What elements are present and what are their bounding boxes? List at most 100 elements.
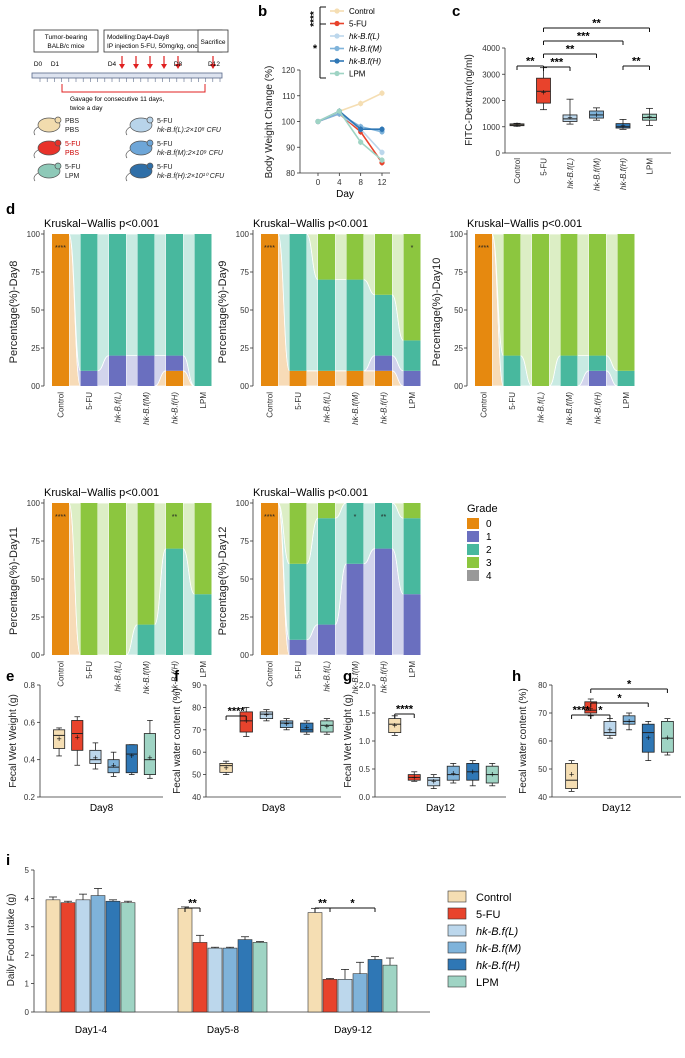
- alluvial-flow: [277, 233, 290, 372]
- significance-mark: ****: [478, 245, 489, 252]
- alluvial-flow: [605, 233, 618, 372]
- legend-title: Grade: [467, 503, 498, 515]
- stacked-bar-segment: [109, 234, 126, 356]
- y-tick-label: 4: [25, 894, 30, 903]
- x-tick-label: 5-FU: [85, 661, 94, 679]
- y-tick-label: 100: [27, 499, 41, 508]
- mouse-icon: [129, 140, 153, 156]
- y-tick-label: 120: [282, 66, 296, 75]
- y-tick-label: 00: [240, 651, 249, 660]
- sig-label: **: [526, 56, 535, 68]
- stacked-bar-segment: [166, 548, 183, 655]
- x-tick-label: Day1-4: [75, 1025, 108, 1036]
- y-tick-label: 0.2: [24, 793, 36, 802]
- stacked-bar-segment: [80, 234, 98, 371]
- box-mean-marker: +: [665, 733, 670, 743]
- y-tick-label: 2.0: [359, 681, 371, 690]
- y-axis-label: Percentage(%)-Day10: [431, 258, 443, 367]
- legend-label: hk-B.f(M): [476, 943, 522, 955]
- box-mean-marker: +: [567, 113, 572, 123]
- stacked-bar-segment: [617, 234, 635, 371]
- legend-line1: PBS: [65, 118, 79, 125]
- legend-marker: [334, 20, 340, 27]
- tumor-box: [33, 29, 99, 53]
- stacked-bar-segment: [375, 234, 392, 295]
- y-tick-label: 1.5: [359, 709, 371, 718]
- x-axis-label: Day: [336, 189, 354, 200]
- box: [53, 729, 66, 749]
- box: [661, 721, 674, 753]
- stacked-bar-segment: [617, 370, 635, 386]
- x-tick-label: LPM: [199, 661, 208, 678]
- alluvial-flow: [125, 233, 138, 356]
- y-tick-label: 50: [454, 306, 463, 315]
- stacked-bar-segment: [166, 234, 183, 356]
- panel-label: b: [258, 3, 267, 20]
- legend-swatch: [447, 907, 467, 920]
- stacked-bar-segment: [52, 503, 69, 655]
- mouse-tail-icon: [125, 172, 131, 182]
- y-axis-label: Fecal Wet Weight (g): [343, 694, 354, 788]
- x-tick-label: LPM: [646, 158, 655, 175]
- legend-label: Control: [476, 892, 511, 904]
- gavage-text: twice a day: [70, 105, 103, 112]
- box-mean-marker: +: [223, 763, 228, 773]
- stacked-bar-segment: [261, 503, 278, 655]
- y-tick-label: 50: [31, 306, 40, 315]
- stacked-bar-segment: [289, 370, 307, 386]
- legend-swatch: [447, 958, 467, 971]
- y-tick-label: 90: [192, 681, 201, 690]
- bar: [192, 942, 208, 1013]
- y-axis-label: Fecal water content (%): [172, 688, 183, 794]
- box: [219, 763, 233, 773]
- y-tick-label: 60: [538, 737, 547, 746]
- box-mean-marker: +: [620, 121, 625, 131]
- significance-mark: **: [172, 514, 178, 521]
- box: [615, 123, 631, 129]
- sig-label: *: [627, 679, 632, 691]
- y-tick-label: 0.4: [24, 756, 36, 765]
- alluvial-flow: [363, 370, 376, 387]
- y-tick-label: 75: [31, 268, 40, 277]
- stacked-bar-segment: [80, 503, 98, 655]
- bar: [45, 899, 61, 1013]
- significance-mark: ****: [264, 514, 275, 521]
- legend-label: 5-FU: [349, 20, 367, 29]
- box-text: Tumor-bearing: [45, 34, 88, 41]
- significance-mark: *: [354, 514, 357, 521]
- stacked-bar-segment: [289, 503, 307, 564]
- y-tick-label: 50: [192, 771, 201, 780]
- mouse-ear-icon: [54, 116, 62, 124]
- y-tick-label: 40: [538, 793, 547, 802]
- y-tick-label: 2000: [482, 97, 500, 106]
- injection-arrow-head: [161, 64, 167, 69]
- x-tick-label: 5-FU: [508, 392, 517, 410]
- subplot-title: Kruskal−Wallis p<0.001: [44, 487, 159, 499]
- stacked-bar-segment: [194, 234, 212, 386]
- y-tick-label: 00: [31, 382, 40, 391]
- legend-swatch: [467, 518, 479, 529]
- panel-label: c: [452, 3, 460, 20]
- y-tick-label: 25: [240, 613, 249, 622]
- timeline-day: D8: [174, 61, 183, 68]
- sig-label: ***: [550, 57, 564, 69]
- bar: [307, 912, 323, 1013]
- mouse-tail-icon: [125, 149, 131, 159]
- alluvial-flow: [363, 548, 376, 656]
- legend-label: hk-B.f(L): [349, 32, 380, 41]
- x-tick-label: hk-B.f(M): [142, 392, 151, 425]
- y-tick-label: 100: [282, 118, 296, 127]
- significance-mark: *: [411, 245, 414, 252]
- legend-line2: hk-B.f(L):2×10⁸ CFU: [157, 127, 222, 134]
- box-text: IP injection 5-FU, 50mg/kg, once a day: [107, 43, 220, 50]
- timeline-day: D4: [108, 61, 117, 68]
- mouse-tail-icon: [33, 172, 39, 182]
- box: [239, 711, 253, 733]
- y-tick-label: 1000: [482, 123, 500, 132]
- stacked-bar-segment: [403, 518, 421, 595]
- sacrifice-bg: [199, 31, 227, 51]
- significance-mark: ****: [55, 514, 66, 521]
- legend-label: Control: [349, 7, 375, 16]
- stacked-bar-segment: [166, 355, 183, 371]
